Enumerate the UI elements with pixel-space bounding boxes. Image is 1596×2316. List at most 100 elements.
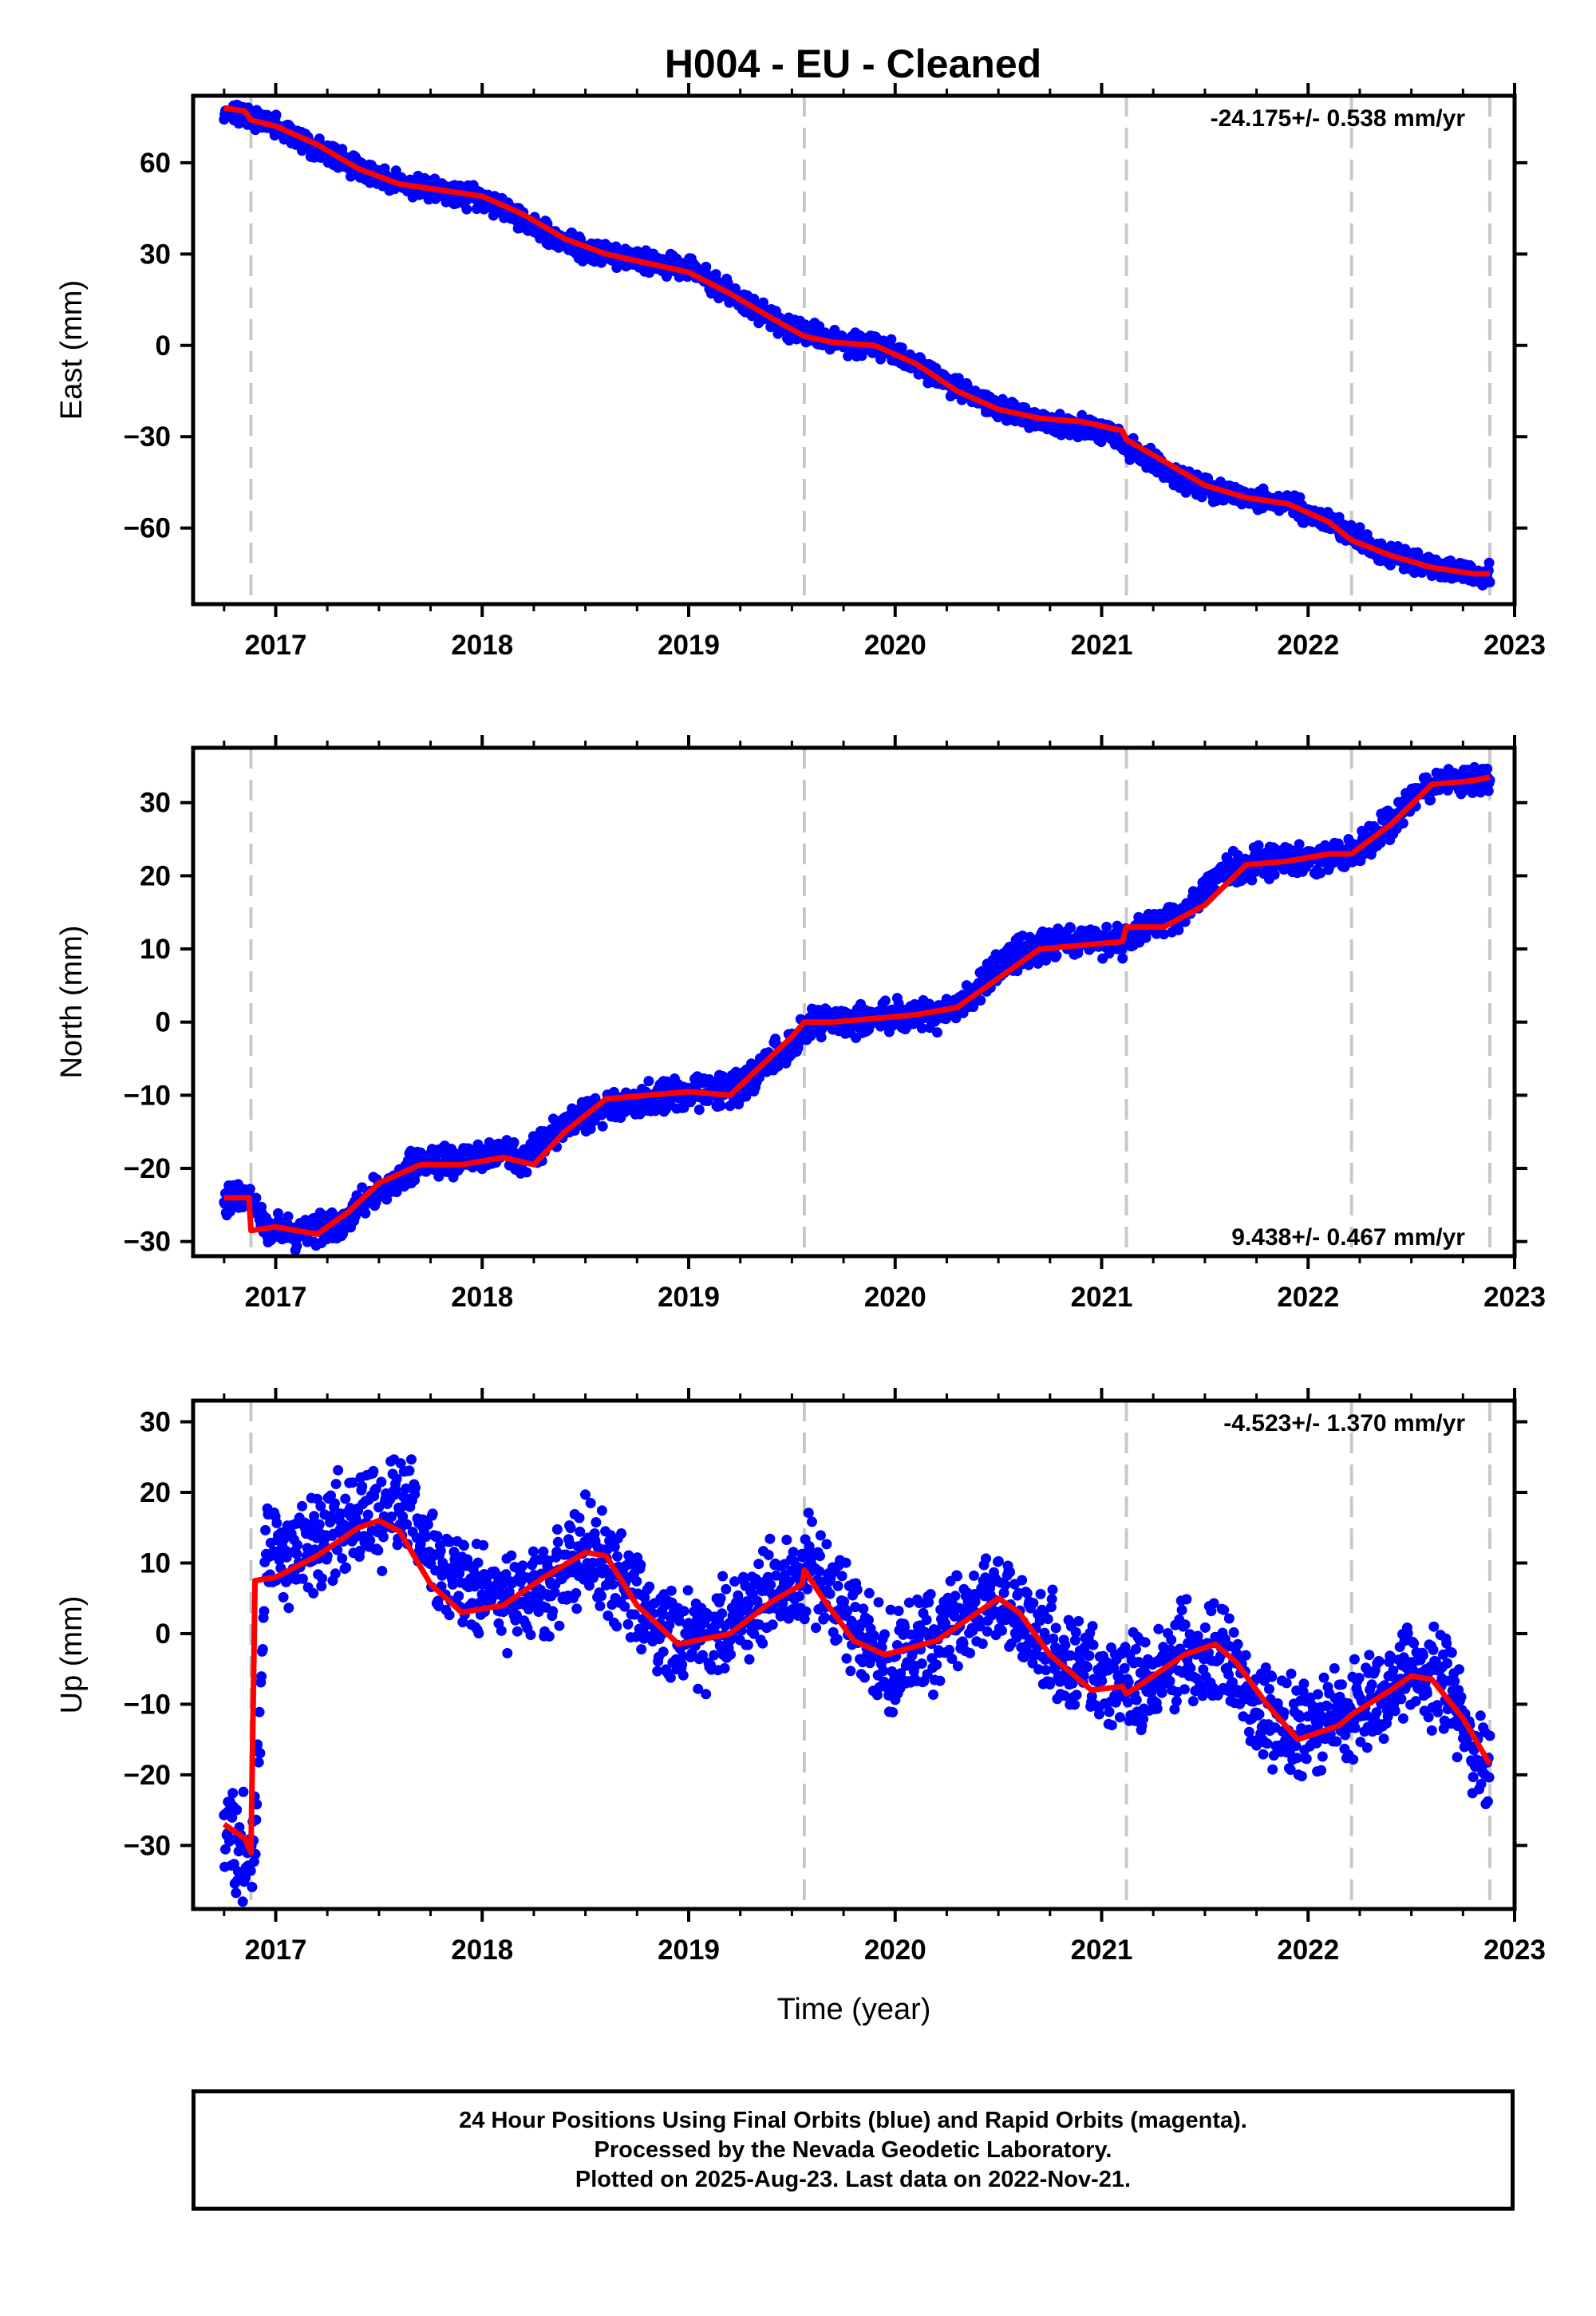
up-point <box>316 1581 327 1591</box>
up-point <box>678 1606 689 1617</box>
east-x-tick-label: 2017 <box>245 630 307 661</box>
up-point <box>231 1804 243 1816</box>
up-point <box>237 1896 248 1907</box>
up-point <box>406 1454 417 1465</box>
up-point <box>247 1882 258 1892</box>
up-point <box>636 1644 647 1655</box>
up-point <box>309 1511 320 1522</box>
up-point <box>330 1479 342 1489</box>
up-point <box>512 1626 523 1637</box>
up-point <box>554 1620 565 1631</box>
up-point <box>253 1757 264 1768</box>
up-point <box>497 1579 508 1590</box>
up-point <box>504 1586 515 1597</box>
up-point <box>609 1541 620 1552</box>
up-point <box>220 1844 231 1855</box>
up-point <box>596 1505 607 1516</box>
up-point <box>467 1598 477 1609</box>
up-point <box>422 1519 433 1530</box>
north-point <box>1117 953 1128 964</box>
east-y-tick-label: 0 <box>156 330 171 362</box>
up-point <box>596 1591 607 1602</box>
up-point <box>658 1646 669 1658</box>
east-panel: 2017 2018 2019 2020 2021 2022 2023−60−3003060E… <box>55 83 1546 661</box>
up-point <box>473 1628 484 1638</box>
up-point <box>333 1464 344 1476</box>
up-point <box>410 1482 421 1493</box>
up-point <box>816 1576 827 1587</box>
up-point <box>678 1650 688 1662</box>
up-point <box>644 1581 655 1592</box>
up-point <box>717 1571 729 1582</box>
north-point <box>1159 929 1169 940</box>
east-rate-label: -24.175+/- 0.538 mm/yr <box>1211 105 1466 132</box>
north-x-tick-label: 2020 <box>864 1282 926 1313</box>
up-point <box>744 1654 755 1665</box>
up-point <box>535 1554 546 1565</box>
up-point <box>291 1548 302 1559</box>
north-point <box>1397 818 1408 828</box>
up-point <box>619 1601 630 1612</box>
up-point <box>354 1545 365 1556</box>
up-point <box>260 1524 271 1535</box>
up-point <box>373 1545 384 1556</box>
north-point <box>1475 787 1486 798</box>
up-point <box>845 1666 856 1677</box>
up-point <box>549 1587 560 1598</box>
north-y-tick-label: 30 <box>140 788 171 819</box>
up-point <box>390 1484 401 1496</box>
up-point <box>538 1546 549 1557</box>
up-point <box>599 1563 610 1575</box>
north-rate-label: 9.438+/- 0.467 mm/yr <box>1231 1224 1465 1251</box>
up-point <box>885 1604 896 1615</box>
north-point <box>1483 785 1494 796</box>
north-y-tick-label: −10 <box>124 1080 171 1111</box>
east-x-tick-label: 2019 <box>658 630 720 661</box>
east-x-tick-label: 2023 <box>1483 630 1546 661</box>
up-point <box>585 1497 596 1508</box>
east-point <box>896 342 907 354</box>
north-point <box>357 1182 368 1193</box>
up-point <box>496 1625 507 1636</box>
north-panel: 2017 2018 2019 2020 2021 2022 2023−30−20−10010… <box>55 735 1546 1313</box>
up-points <box>219 1454 1495 1907</box>
up-point <box>330 1568 341 1579</box>
north-point <box>597 1120 608 1132</box>
up-point <box>500 1569 512 1580</box>
up-point <box>678 1670 689 1681</box>
up-point <box>308 1587 319 1599</box>
up-point <box>635 1559 646 1571</box>
north-point <box>715 1100 726 1111</box>
up-point <box>602 1611 614 1621</box>
north-y-tick-label: 20 <box>140 860 171 891</box>
up-point <box>781 1535 792 1545</box>
north-point <box>932 1027 942 1038</box>
up-point <box>421 1531 432 1542</box>
up-point <box>858 1603 869 1614</box>
up-point <box>238 1786 249 1797</box>
up-point <box>580 1489 591 1500</box>
north-point <box>1269 869 1280 880</box>
up-point <box>803 1508 814 1519</box>
up-point <box>543 1630 555 1642</box>
up-point <box>595 1600 606 1611</box>
up-point <box>447 1579 458 1590</box>
up-point <box>512 1610 522 1621</box>
north-point <box>314 1207 326 1219</box>
up-point <box>753 1559 764 1570</box>
up-point <box>565 1523 576 1534</box>
up-point <box>469 1581 480 1592</box>
north-point <box>590 1093 601 1104</box>
up-point <box>709 1650 720 1661</box>
up-point <box>543 1555 554 1566</box>
up-point <box>401 1519 413 1530</box>
up-point <box>821 1539 832 1550</box>
east-point <box>1354 522 1365 533</box>
up-point <box>863 1614 874 1626</box>
north-model-line <box>223 774 1491 1237</box>
up-point <box>616 1528 627 1539</box>
north-point <box>1425 795 1436 805</box>
up-point <box>259 1606 270 1617</box>
up-point <box>764 1533 776 1544</box>
up-point <box>362 1509 373 1520</box>
